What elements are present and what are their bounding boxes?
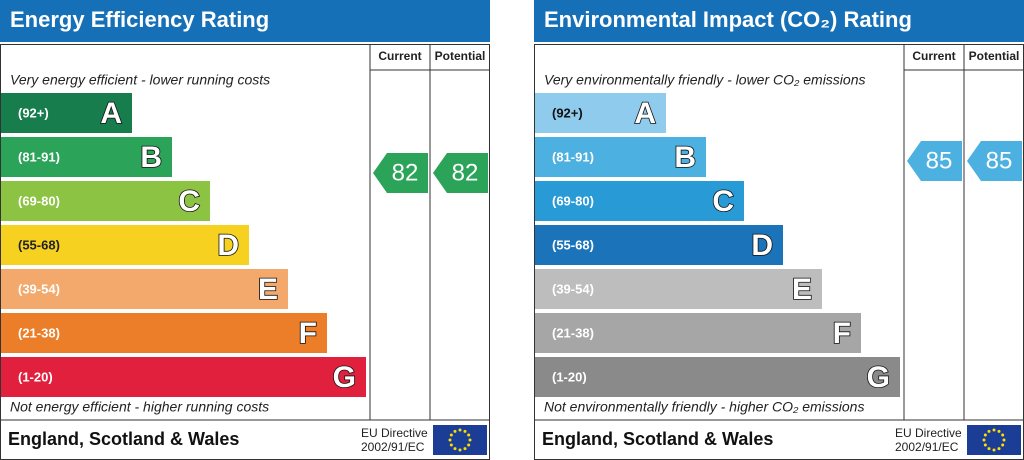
eu-star bbox=[449, 433, 453, 437]
eu-star bbox=[1002, 438, 1006, 442]
band-range: (69-80) bbox=[552, 193, 594, 208]
eu-star bbox=[987, 429, 991, 433]
band-range: (55-68) bbox=[18, 237, 60, 252]
band-letter: A bbox=[100, 97, 122, 130]
band-range: (92+) bbox=[552, 105, 583, 120]
band-range: (1-20) bbox=[18, 369, 53, 384]
panel-title: Environmental Impact (CO₂) Rating bbox=[544, 7, 912, 32]
directive: 2002/91/EC bbox=[895, 440, 959, 454]
band-bar bbox=[1, 269, 288, 309]
band-letter: D bbox=[751, 229, 773, 262]
band-bar bbox=[1, 357, 366, 397]
band-range: (39-54) bbox=[18, 281, 60, 296]
band-bar bbox=[535, 225, 783, 265]
eu-star bbox=[458, 428, 462, 432]
band-bar bbox=[535, 93, 666, 133]
band-range: (39-54) bbox=[552, 281, 594, 296]
band-range: (81-91) bbox=[552, 149, 594, 164]
rating-arrow bbox=[373, 153, 428, 193]
band-letter: F bbox=[833, 317, 851, 350]
eu-star bbox=[467, 433, 471, 437]
band-bar bbox=[1, 225, 249, 265]
band-bar bbox=[535, 357, 900, 397]
band-range: (21-38) bbox=[18, 325, 60, 340]
band-range: (81-91) bbox=[18, 149, 60, 164]
eu-star bbox=[997, 447, 1001, 451]
panel-title: Energy Efficiency Rating bbox=[10, 7, 269, 32]
band-range: (69-80) bbox=[18, 193, 60, 208]
directive: EU Directive bbox=[361, 426, 428, 440]
eu-star bbox=[463, 447, 467, 451]
band-letter: E bbox=[258, 273, 278, 306]
directive: 2002/91/EC bbox=[361, 440, 425, 454]
band-letter: F bbox=[299, 317, 317, 350]
band-range: (1-20) bbox=[552, 369, 587, 384]
band-letter: G bbox=[867, 361, 890, 394]
rating-value: 82 bbox=[392, 159, 419, 186]
panel: Energy Efficiency Rating Current Potential… bbox=[0, 0, 490, 460]
eu-star bbox=[468, 438, 472, 442]
eu-star bbox=[449, 443, 453, 447]
band-letter: C bbox=[712, 185, 734, 218]
band-range: (21-38) bbox=[552, 325, 594, 340]
band-bar bbox=[1, 313, 327, 353]
column-header: Potential bbox=[435, 49, 486, 63]
band-letter: G bbox=[333, 361, 356, 394]
eu-star bbox=[1001, 443, 1005, 447]
column-header: Potential bbox=[969, 49, 1020, 63]
band-letter: E bbox=[792, 273, 812, 306]
eu-star bbox=[448, 438, 452, 442]
band-letter: C bbox=[178, 185, 200, 218]
rating-arrow bbox=[433, 153, 488, 193]
eu-star bbox=[463, 429, 467, 433]
footer-region: England, Scotland & Wales bbox=[542, 429, 773, 449]
eu-star bbox=[997, 429, 1001, 433]
band-letter: B bbox=[674, 141, 696, 174]
eu-star bbox=[453, 447, 457, 451]
title-bar bbox=[0, 0, 490, 42]
rating-value: 82 bbox=[452, 159, 479, 186]
directive: EU Directive bbox=[895, 426, 962, 440]
band-range: (92+) bbox=[18, 105, 49, 120]
rating-value: 85 bbox=[926, 147, 953, 174]
eu-star bbox=[453, 429, 457, 433]
eu-star bbox=[983, 433, 987, 437]
band-letter: A bbox=[634, 97, 656, 130]
band-letter: B bbox=[140, 141, 162, 174]
column-header: Current bbox=[912, 49, 955, 63]
bottom-note: Not environmentally friendly - higher CO… bbox=[544, 399, 864, 415]
band-bar bbox=[535, 137, 706, 177]
band-range: (55-68) bbox=[552, 237, 594, 252]
eu-star bbox=[982, 438, 986, 442]
eu-star bbox=[983, 443, 987, 447]
band-bar bbox=[1, 181, 210, 221]
eu-star bbox=[987, 447, 991, 451]
band-bar bbox=[1, 137, 172, 177]
eu-star bbox=[992, 428, 996, 432]
rating-arrow bbox=[907, 141, 962, 181]
eu-star bbox=[992, 448, 996, 452]
eu-star bbox=[1001, 433, 1005, 437]
footer-region: England, Scotland & Wales bbox=[8, 429, 239, 449]
band-letter: D bbox=[217, 229, 239, 262]
top-note: Very environmentally friendly - lower CO… bbox=[544, 72, 865, 88]
panel: Environmental Impact (CO₂) Rating Current… bbox=[534, 0, 1024, 460]
band-bar bbox=[1, 93, 132, 133]
top-note: Very energy efficient - lower running co… bbox=[10, 72, 270, 88]
band-bar bbox=[535, 269, 822, 309]
title-bar bbox=[534, 0, 1024, 42]
bottom-note: Not energy efficient - higher running co… bbox=[10, 399, 269, 415]
band-bar bbox=[535, 313, 861, 353]
eu-star bbox=[467, 443, 471, 447]
rating-arrow bbox=[967, 141, 1022, 181]
column-header: Current bbox=[378, 49, 421, 63]
eu-star bbox=[458, 448, 462, 452]
band-bar bbox=[535, 181, 744, 221]
rating-value: 85 bbox=[986, 147, 1013, 174]
